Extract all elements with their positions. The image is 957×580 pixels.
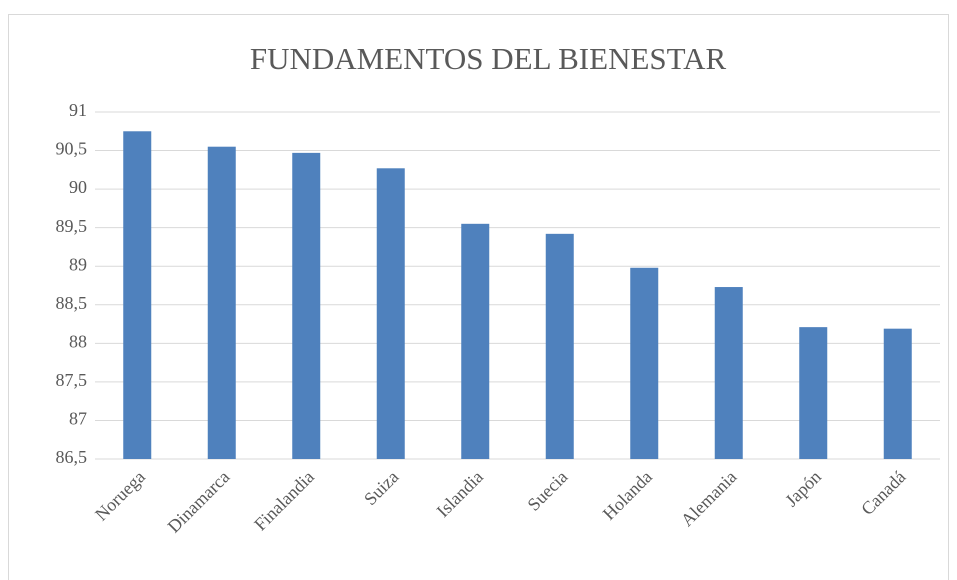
y-tick-label: 91 [69,100,87,120]
y-tick-label: 87,5 [56,370,88,390]
bar [799,327,828,459]
y-tick-label: 88 [69,331,87,351]
y-tick-label: 86,5 [56,447,88,467]
y-tick-label: 90,5 [56,139,88,159]
y-tick-label: 89 [69,254,87,274]
chart-title: FUNDAMENTOS DEL BIENESTAR [250,41,727,76]
bar [714,287,743,459]
y-tick-label: 88,5 [56,293,88,313]
y-tick-label: 89,5 [56,216,88,236]
bar [461,223,490,459]
y-tick-label: 90 [69,177,87,197]
bar [630,267,659,459]
bar [207,146,236,459]
bar [883,328,912,459]
y-tick-label: 87 [69,409,87,429]
bar [545,233,574,459]
bar [292,152,321,459]
bar [376,168,405,459]
bar [123,131,152,459]
